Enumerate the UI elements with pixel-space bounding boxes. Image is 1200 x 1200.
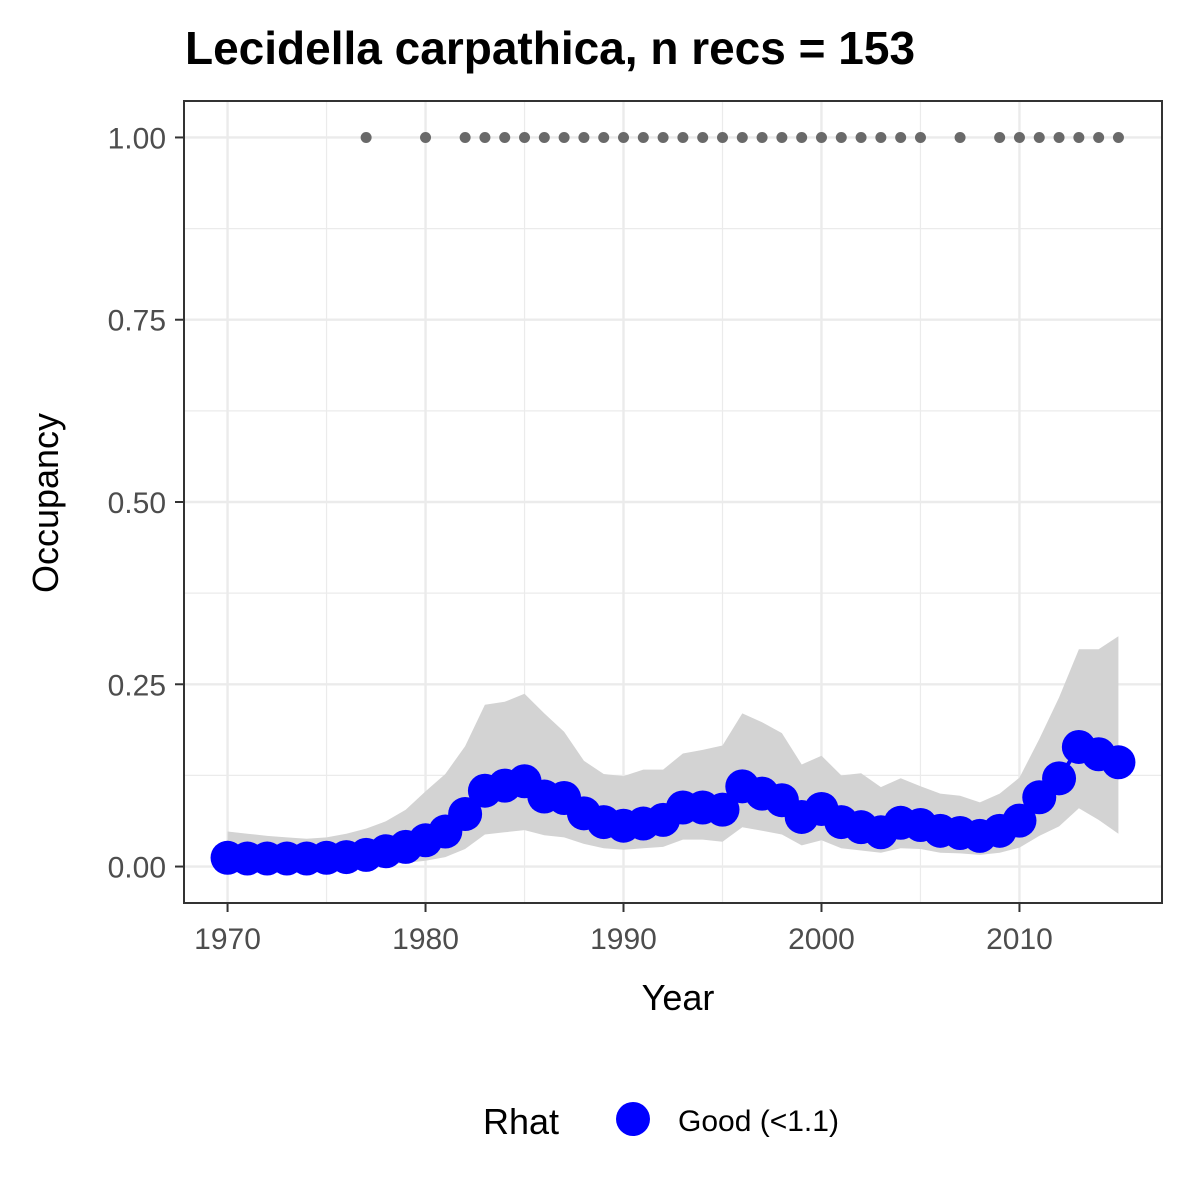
y-tick-label: 0.75	[108, 305, 166, 338]
record-point	[598, 131, 610, 143]
record-point	[1112, 131, 1124, 143]
record-point	[1053, 131, 1065, 143]
record-point	[736, 131, 748, 143]
mean-point	[1101, 745, 1136, 780]
record-point	[994, 131, 1006, 143]
mean-occupancy-series	[210, 729, 1136, 876]
record-point	[538, 131, 550, 143]
record-point	[360, 131, 372, 143]
record-point	[855, 131, 867, 143]
y-axis-title: Occupancy	[25, 413, 66, 593]
record-point	[835, 131, 847, 143]
x-tick-label: 2010	[986, 923, 1053, 956]
mean-point	[1042, 761, 1077, 796]
record-point	[677, 131, 689, 143]
legend-label-good: Good (<1.1)	[678, 1105, 839, 1138]
record-point	[420, 131, 432, 143]
record-point	[875, 131, 887, 143]
y-tick-label: 0.50	[108, 487, 166, 520]
record-point	[657, 131, 669, 143]
x-tick-label: 1980	[392, 923, 459, 956]
x-tick-label: 1970	[194, 923, 261, 956]
mean-point	[705, 792, 740, 827]
x-tick-label: 2000	[788, 923, 855, 956]
y-tick-label: 0.25	[108, 669, 166, 702]
record-point	[578, 131, 590, 143]
legend-key-good	[616, 1102, 650, 1136]
record-point	[499, 131, 511, 143]
record-point	[1073, 131, 1085, 143]
record-point	[914, 131, 926, 143]
legend: Rhat Good (<1.1)	[483, 1101, 839, 1142]
x-tick-label: 1990	[590, 923, 657, 956]
record-point	[459, 131, 471, 143]
legend-title: Rhat	[483, 1101, 559, 1142]
chart-title: Lecidella carpathica, n recs = 153	[185, 22, 915, 74]
mean-point	[448, 797, 483, 832]
record-point	[618, 131, 630, 143]
record-point	[776, 131, 788, 143]
record-point	[1093, 131, 1105, 143]
record-point	[1013, 131, 1025, 143]
record-point	[716, 131, 728, 143]
record-point	[954, 131, 966, 143]
record-point	[895, 131, 907, 143]
record-point	[796, 131, 808, 143]
record-point	[1033, 131, 1045, 143]
record-point	[697, 131, 709, 143]
record-years-series	[360, 131, 1124, 143]
record-point	[519, 131, 531, 143]
mean-point	[1002, 803, 1037, 838]
x-axis-title: Year	[642, 977, 715, 1018]
y-tick-label: 1.00	[108, 122, 166, 155]
grid-lines	[184, 101, 1162, 903]
record-point	[558, 131, 570, 143]
record-point	[815, 131, 827, 143]
y-tick-label: 0.00	[108, 852, 166, 885]
record-point	[479, 131, 491, 143]
record-point	[637, 131, 649, 143]
record-point	[756, 131, 768, 143]
axes: 1970 1980 1990 2000 2010 0.00 0.25 0.50 0.75 1.00	[108, 122, 1053, 956]
